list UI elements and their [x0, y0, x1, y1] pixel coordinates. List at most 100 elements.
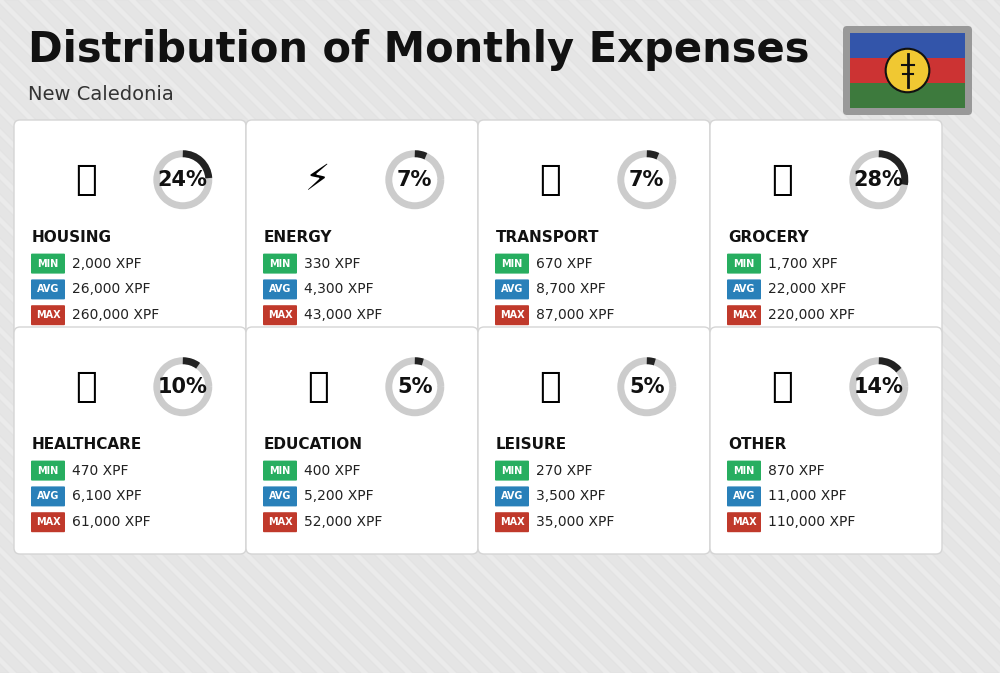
Polygon shape: [708, 0, 1000, 673]
Text: MIN: MIN: [269, 466, 291, 476]
Polygon shape: [0, 0, 625, 673]
Polygon shape: [0, 0, 295, 673]
Text: 1,700 XPF: 1,700 XPF: [768, 256, 838, 271]
Text: 🛍: 🛍: [539, 369, 561, 404]
FancyBboxPatch shape: [31, 487, 65, 506]
Polygon shape: [136, 0, 823, 673]
Text: MAX: MAX: [500, 310, 524, 320]
Text: 11,000 XPF: 11,000 XPF: [768, 489, 847, 503]
Polygon shape: [466, 0, 1000, 673]
FancyBboxPatch shape: [710, 120, 942, 347]
FancyBboxPatch shape: [478, 120, 710, 347]
Text: 87,000 XPF: 87,000 XPF: [536, 308, 614, 322]
Text: MIN: MIN: [37, 466, 59, 476]
Polygon shape: [906, 0, 1000, 673]
Polygon shape: [0, 0, 493, 673]
Text: 8,700 XPF: 8,700 XPF: [536, 283, 606, 296]
Polygon shape: [0, 0, 581, 673]
Text: 110,000 XPF: 110,000 XPF: [768, 516, 855, 529]
Bar: [850, 33, 965, 83]
Text: 270 XPF: 270 XPF: [536, 464, 592, 478]
FancyBboxPatch shape: [495, 305, 529, 325]
Text: 10%: 10%: [158, 377, 208, 397]
Text: 🏥: 🏥: [75, 369, 97, 404]
Text: MIN: MIN: [733, 258, 755, 269]
Ellipse shape: [886, 48, 929, 92]
Polygon shape: [334, 0, 1000, 673]
Text: 400 XPF: 400 XPF: [304, 464, 360, 478]
Bar: [850, 33, 965, 58]
Polygon shape: [268, 0, 955, 673]
Text: 28%: 28%: [854, 170, 904, 190]
FancyBboxPatch shape: [727, 460, 761, 481]
Polygon shape: [686, 0, 1000, 673]
Text: MAX: MAX: [36, 517, 60, 527]
Polygon shape: [620, 0, 1000, 673]
Text: 🚌: 🚌: [539, 163, 561, 197]
Text: 330 XPF: 330 XPF: [304, 256, 360, 271]
Polygon shape: [0, 0, 647, 673]
FancyBboxPatch shape: [263, 512, 297, 532]
Text: ENERGY: ENERGY: [264, 230, 332, 245]
FancyBboxPatch shape: [31, 460, 65, 481]
Text: AVG: AVG: [37, 285, 59, 294]
Polygon shape: [0, 0, 427, 673]
FancyBboxPatch shape: [727, 305, 761, 325]
Polygon shape: [0, 0, 251, 673]
Polygon shape: [576, 0, 1000, 673]
FancyBboxPatch shape: [727, 512, 761, 532]
Text: AVG: AVG: [501, 491, 523, 501]
Text: 5%: 5%: [397, 377, 433, 397]
Polygon shape: [928, 0, 1000, 673]
Polygon shape: [554, 0, 1000, 673]
Polygon shape: [0, 0, 515, 673]
Text: 220,000 XPF: 220,000 XPF: [768, 308, 855, 322]
Text: MAX: MAX: [500, 517, 524, 527]
Text: GROCERY: GROCERY: [728, 230, 809, 245]
Text: HOUSING: HOUSING: [32, 230, 112, 245]
Bar: [850, 83, 965, 98]
Text: Distribution of Monthly Expenses: Distribution of Monthly Expenses: [28, 29, 810, 71]
FancyBboxPatch shape: [495, 254, 529, 274]
Polygon shape: [664, 0, 1000, 673]
FancyBboxPatch shape: [843, 26, 972, 115]
Polygon shape: [0, 0, 405, 673]
Polygon shape: [70, 0, 757, 673]
Text: MIN: MIN: [733, 466, 755, 476]
Text: MAX: MAX: [732, 310, 756, 320]
Text: EDUCATION: EDUCATION: [264, 437, 363, 452]
Text: New Caledonia: New Caledonia: [28, 85, 174, 104]
Text: 6,100 XPF: 6,100 XPF: [72, 489, 142, 503]
FancyBboxPatch shape: [263, 254, 297, 274]
Polygon shape: [312, 0, 999, 673]
Polygon shape: [4, 0, 691, 673]
Polygon shape: [0, 0, 97, 673]
FancyBboxPatch shape: [263, 305, 297, 325]
Text: AVG: AVG: [501, 285, 523, 294]
Polygon shape: [0, 0, 339, 673]
Text: 43,000 XPF: 43,000 XPF: [304, 308, 382, 322]
Text: MIN: MIN: [501, 466, 523, 476]
Text: AVG: AVG: [269, 285, 291, 294]
FancyBboxPatch shape: [727, 487, 761, 506]
Text: 26,000 XPF: 26,000 XPF: [72, 283, 150, 296]
Polygon shape: [114, 0, 801, 673]
Polygon shape: [48, 0, 735, 673]
Polygon shape: [0, 0, 141, 673]
FancyBboxPatch shape: [246, 327, 478, 554]
Polygon shape: [356, 0, 1000, 673]
Polygon shape: [642, 0, 1000, 673]
Polygon shape: [0, 0, 669, 673]
Text: ⚡: ⚡: [305, 163, 331, 197]
Polygon shape: [884, 0, 1000, 673]
Polygon shape: [862, 0, 1000, 673]
Text: 7%: 7%: [629, 170, 664, 190]
Text: 🎓: 🎓: [307, 369, 329, 404]
Text: 22,000 XPF: 22,000 XPF: [768, 283, 846, 296]
Polygon shape: [488, 0, 1000, 673]
Polygon shape: [0, 0, 559, 673]
Polygon shape: [0, 0, 383, 673]
Polygon shape: [0, 0, 229, 673]
Polygon shape: [774, 0, 1000, 673]
Text: 7%: 7%: [397, 170, 432, 190]
